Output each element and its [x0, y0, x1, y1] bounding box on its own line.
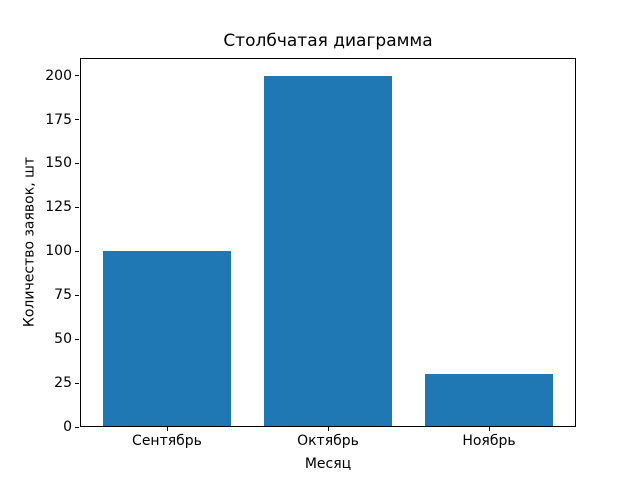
x-tick-mark	[488, 427, 490, 431]
y-tick-mark	[75, 382, 79, 384]
y-tick-mark	[75, 206, 79, 208]
y-tick-label: 175	[45, 111, 72, 128]
y-tick-mark	[75, 294, 79, 296]
bar-1	[263, 75, 393, 427]
x-tick-label: Сентябрь	[132, 433, 202, 449]
x-tick-mark	[166, 427, 168, 431]
spine-top	[80, 58, 576, 59]
y-tick-label: 125	[45, 199, 72, 216]
x-tick-mark	[327, 427, 329, 431]
y-tick-mark	[75, 162, 79, 164]
y-tick-mark	[75, 75, 79, 77]
y-tick-label: 100	[45, 243, 72, 260]
spine-bottom	[80, 426, 576, 427]
y-tick-label: 200	[45, 67, 72, 84]
y-tick-mark	[75, 426, 79, 428]
x-tick-label: Октябрь	[297, 433, 359, 449]
bar-0	[102, 251, 232, 427]
bar-2	[424, 374, 554, 427]
y-tick-mark	[75, 250, 79, 252]
chart-title: Столбчатая диаграмма	[223, 31, 433, 51]
spine-right	[575, 58, 576, 427]
y-tick-mark	[75, 338, 79, 340]
y-tick-label: 0	[63, 419, 72, 435]
spine-left	[80, 58, 81, 427]
y-tick-mark	[75, 119, 79, 120]
x-axis-label: Месяц	[304, 456, 352, 472]
y-tick-label: 75	[54, 287, 72, 304]
y-tick-label: 50	[54, 331, 72, 348]
y-tick-label: 25	[54, 375, 72, 392]
y-tick-label: 150	[45, 155, 72, 172]
x-tick-label: Ноябрь	[462, 433, 516, 449]
plot-area: 0 25 50 75 100 125 150 175 200 Сентябрь Октябрь Ноя…	[45, 58, 576, 449]
